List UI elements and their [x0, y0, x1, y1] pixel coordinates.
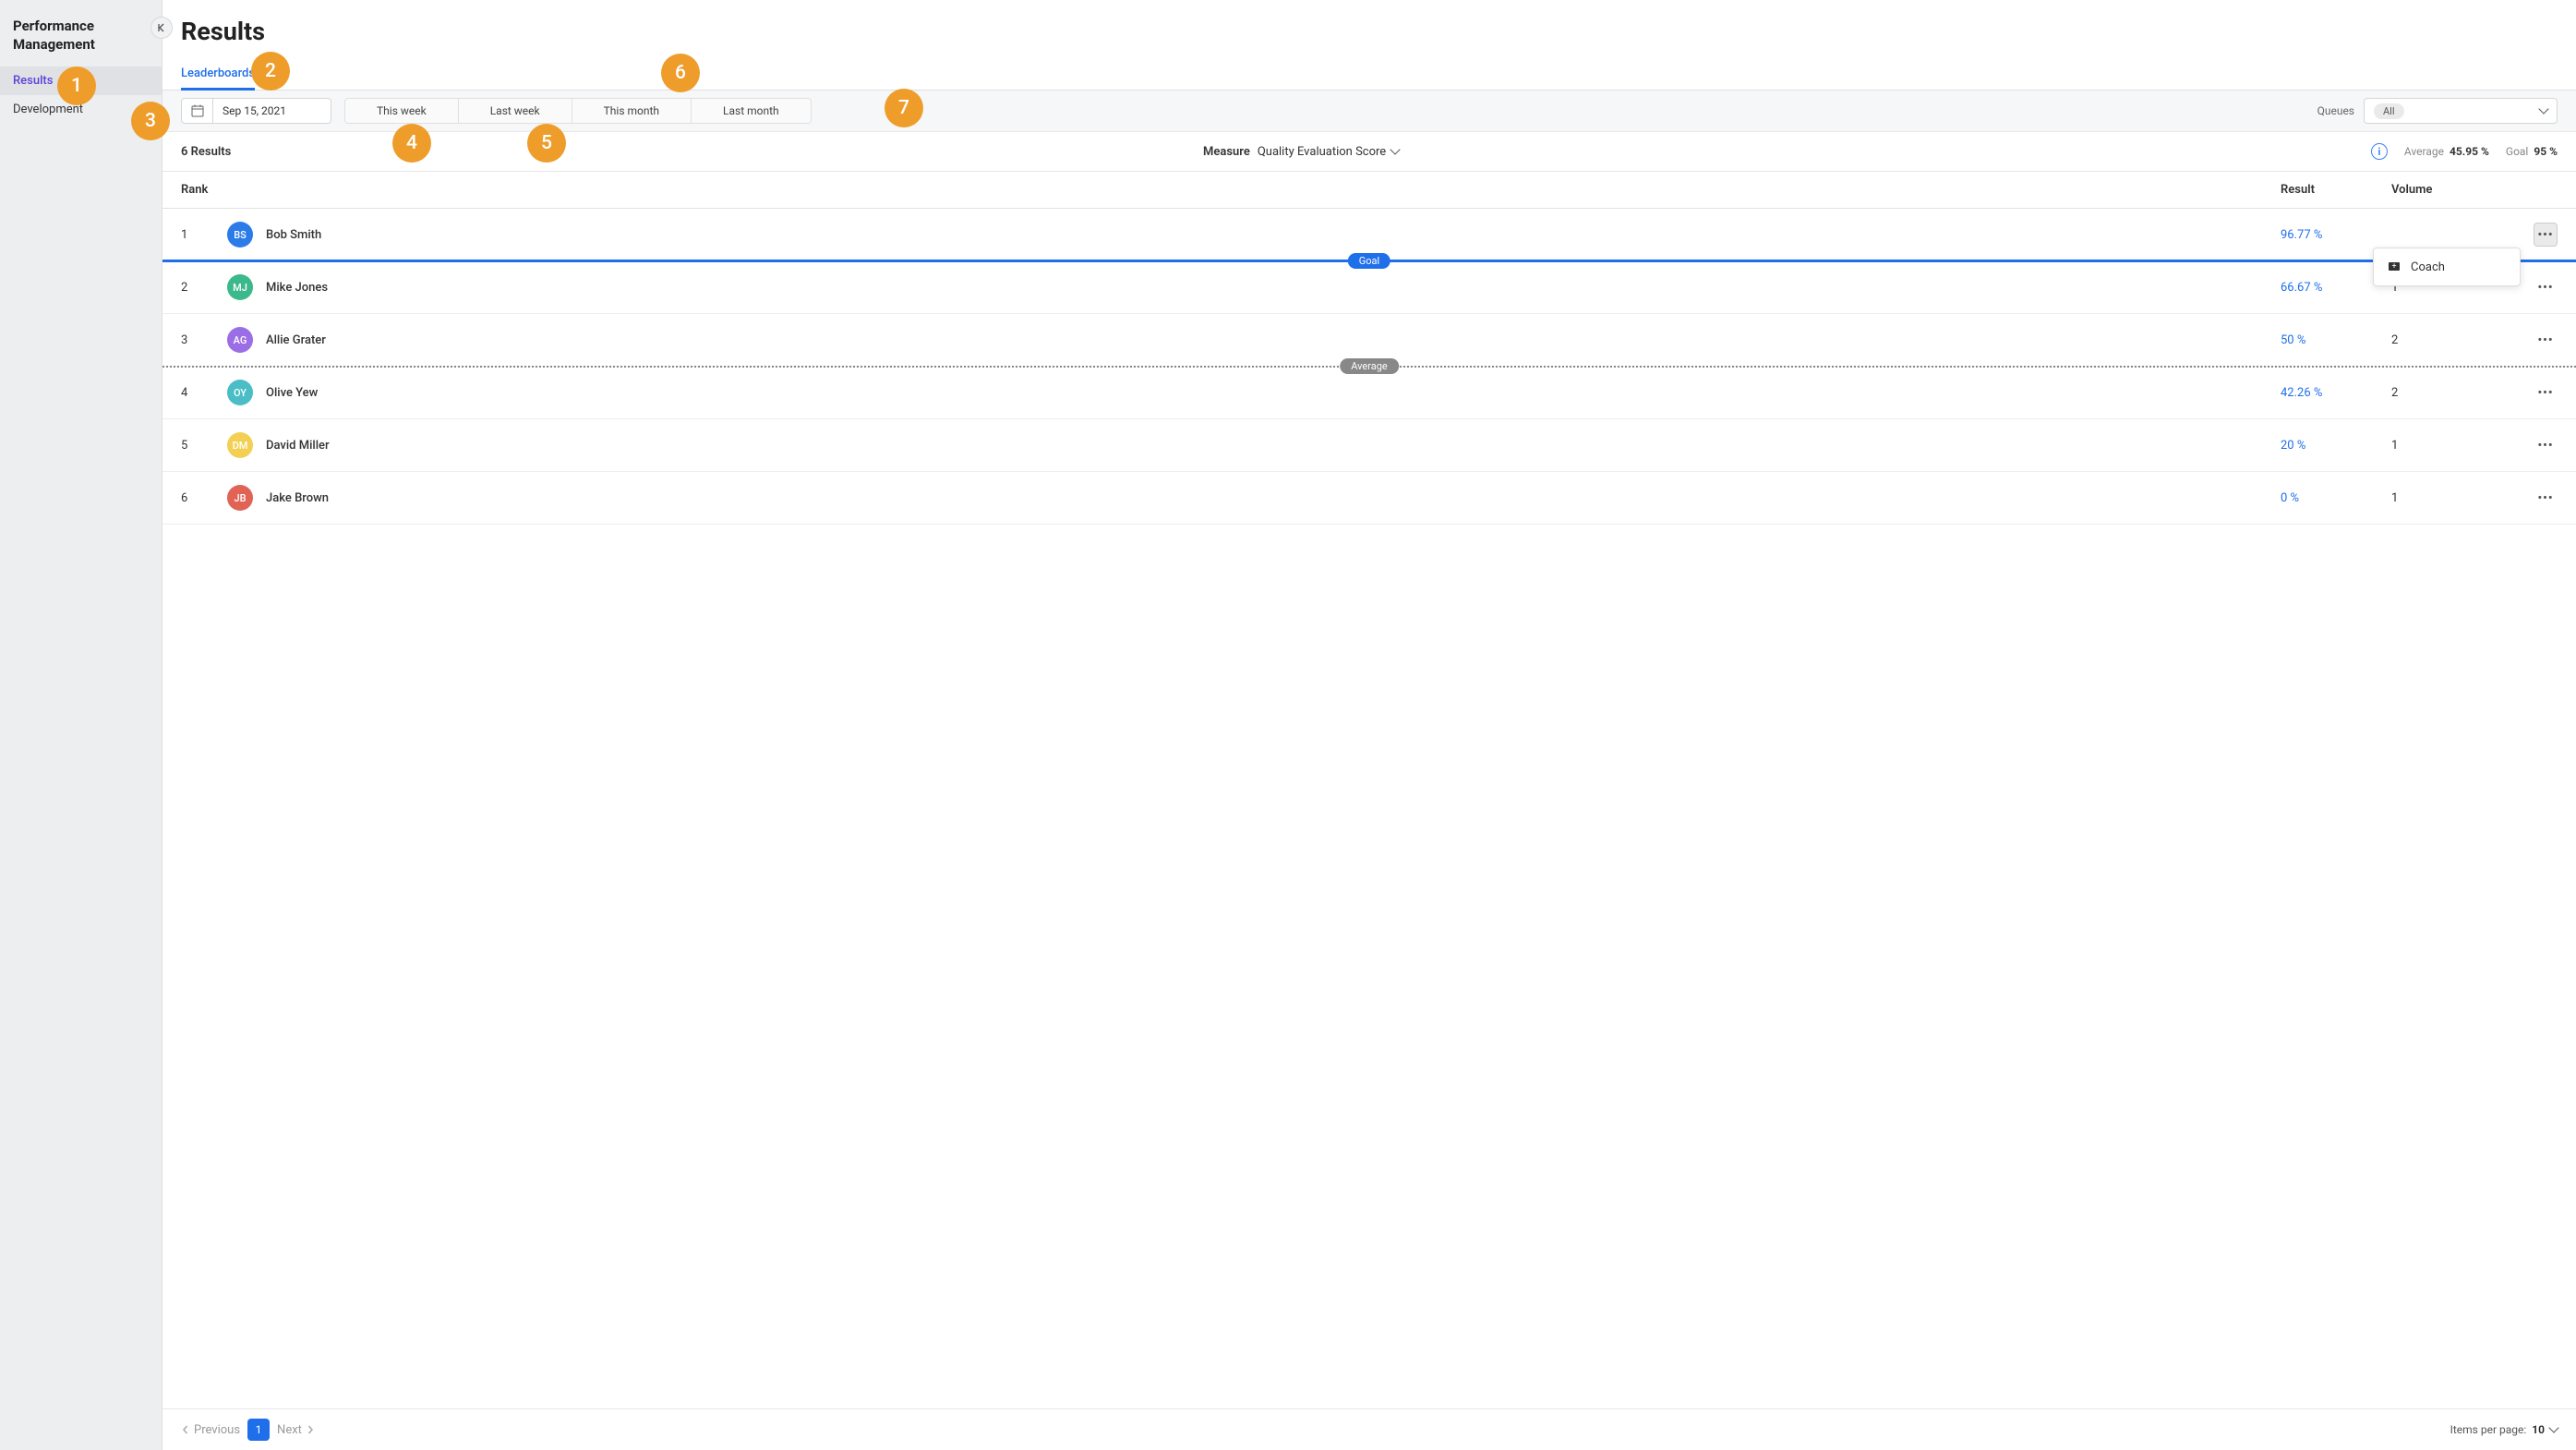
rank-cell: 4 [181, 386, 227, 400]
result-cell[interactable]: 50 % [2281, 333, 2391, 347]
range-button[interactable]: Last month [692, 99, 811, 123]
summary-bar: 6 Results Measure Quality Evaluation Sco… [163, 132, 2576, 172]
stat-average: Average 45.95 % [2404, 145, 2489, 158]
person-name: Jake Brown [266, 491, 329, 505]
volume-cell: 1 [2391, 491, 2502, 505]
pagination: Previous 1 Next [181, 1419, 315, 1441]
volume-cell: 2 [2391, 386, 2502, 400]
person-name: Olive Yew [266, 386, 318, 400]
col-result: Result [2281, 183, 2391, 197]
col-rank: Rank [181, 183, 227, 197]
chevron-right-icon [306, 1425, 315, 1434]
items-per-page[interactable]: Items per page: 10 [2450, 1423, 2558, 1436]
table-row: 5DM David Miller 20 %1 ••• [163, 419, 2576, 472]
chevron-left-icon [181, 1425, 190, 1434]
result-cell[interactable]: 42.26 % [2281, 386, 2391, 400]
sidebar-item-results[interactable]: Results [0, 66, 162, 95]
avatar: JB [227, 485, 253, 511]
more-actions-button[interactable]: ••• [2534, 381, 2558, 405]
queues-chip: All [2374, 103, 2404, 119]
queues-select[interactable]: All [2364, 98, 2558, 124]
col-volume: Volume [2391, 183, 2502, 197]
page-title: Results [163, 0, 2576, 57]
stat-goal: Goal 95 % [2506, 145, 2558, 158]
context-menu-coach[interactable]: +Coach [2374, 254, 2520, 280]
table-row: 4OYOlive Yew42.26 %2•••Average [163, 367, 2576, 419]
date-range-buttons: This weekLast weekThis monthLast month [344, 98, 812, 124]
rank-cell: 6 [181, 491, 227, 505]
queues-label: Queues [2317, 104, 2354, 117]
goal-pill: Goal [1348, 253, 1390, 269]
person-name: Allie Grater [266, 333, 326, 347]
avatar: MJ [227, 274, 253, 300]
measure-selector[interactable]: Measure Quality Evaluation Score [1203, 145, 1399, 159]
rank-cell: 2 [181, 281, 227, 295]
chevron-down-icon [2538, 103, 2548, 114]
range-button[interactable]: Last week [459, 99, 572, 123]
calendar-icon [182, 99, 213, 123]
sidebar-collapse-button[interactable] [150, 17, 173, 39]
sidebar-item-development[interactable]: Development [0, 95, 162, 124]
rank-cell: 5 [181, 439, 227, 453]
next-button[interactable]: Next [277, 1423, 315, 1437]
chevron-left-icon [156, 22, 167, 33]
filter-bar: Sep 15, 2021 This weekLast weekThis mont… [163, 91, 2576, 132]
more-actions-button[interactable]: ••• [2534, 275, 2558, 299]
date-picker[interactable]: Sep 15, 2021 [181, 98, 331, 124]
range-button[interactable]: This month [572, 99, 692, 123]
table-header: Rank Result Volume [163, 172, 2576, 209]
more-actions-button[interactable]: ••• [2534, 223, 2558, 247]
leaderboard-table: Rank Result Volume 1BSBob Smith96.77 %••… [163, 172, 2576, 1408]
info-icon[interactable]: i [2371, 143, 2388, 160]
rank-cell: 3 [181, 333, 227, 347]
chevron-down-icon [2548, 1422, 2558, 1432]
result-cell[interactable]: 96.77 % [2281, 228, 2391, 242]
result-cell[interactable]: 0 % [2281, 491, 2391, 505]
volume-cell: 1 [2391, 439, 2502, 453]
avatar: OY [227, 380, 253, 405]
coach-icon: + [2387, 260, 2401, 274]
person-name: Mike Jones [266, 281, 328, 295]
measure-label: Measure [1203, 145, 1250, 159]
page-number[interactable]: 1 [247, 1419, 270, 1441]
pagination-footer: Previous 1 Next Items per page: 10 [163, 1408, 2576, 1450]
table-row: 6JB Jake Brown 0 %1 ••• [163, 472, 2576, 525]
more-actions-button[interactable]: ••• [2534, 328, 2558, 352]
avatar: BS [227, 222, 253, 248]
sidebar-title: Performance Management [0, 0, 162, 66]
volume-cell: 2 [2391, 333, 2502, 347]
person-name: David Miller [266, 439, 330, 453]
tabs: Leaderboards [163, 57, 2576, 91]
more-actions-button[interactable]: ••• [2534, 433, 2558, 457]
measure-value: Quality Evaluation Score [1258, 145, 1399, 159]
rank-cell: 1 [181, 228, 227, 242]
results-count: 6 Results [181, 145, 231, 159]
person-name: Bob Smith [266, 228, 321, 242]
tab-leaderboards[interactable]: Leaderboards [181, 57, 255, 90]
previous-button[interactable]: Previous [181, 1423, 240, 1437]
table-row: 2MJMike Jones66.67 %1•••Goal [163, 261, 2576, 314]
more-actions-button[interactable]: ••• [2534, 486, 2558, 510]
avatar: DM [227, 432, 253, 458]
date-value: Sep 15, 2021 [213, 104, 331, 117]
context-menu: +Coach [2373, 248, 2521, 286]
result-cell[interactable]: 20 % [2281, 439, 2391, 453]
svg-text:+: + [2391, 262, 2396, 272]
average-pill: Average [1340, 358, 1399, 374]
main-content: Results Leaderboards Sep 15, 2021 This w… [163, 0, 2576, 1450]
chevron-down-icon [1390, 144, 1401, 154]
avatar: AG [227, 327, 253, 353]
range-button[interactable]: This week [345, 99, 459, 123]
sidebar: Performance Management ResultsDevelopmen… [0, 0, 163, 1450]
